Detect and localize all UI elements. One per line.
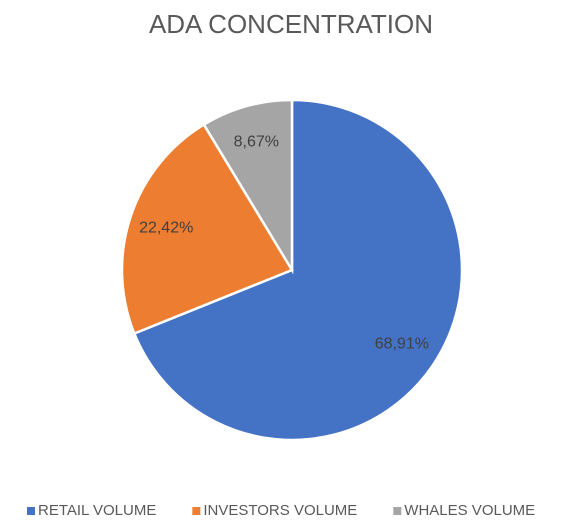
legend-swatch: [393, 507, 402, 515]
legend-label: RETAIL VOLUME: [38, 502, 156, 519]
legend-swatch: [192, 507, 201, 515]
value-label: 22,42%: [139, 219, 193, 236]
value-label: 68,91%: [375, 335, 429, 352]
pie-slice: [202, 98, 294, 275]
pie-slice: [132, 98, 464, 442]
legend-label: INVESTORS VOLUME: [203, 502, 357, 519]
value-label: 8,67%: [234, 134, 279, 151]
pie-slice: [120, 122, 294, 336]
legend-label: WHALES VOLUME: [404, 502, 535, 519]
chart-title: ADA CONCENTRATION: [149, 9, 433, 39]
legend-swatch: [27, 507, 35, 515]
